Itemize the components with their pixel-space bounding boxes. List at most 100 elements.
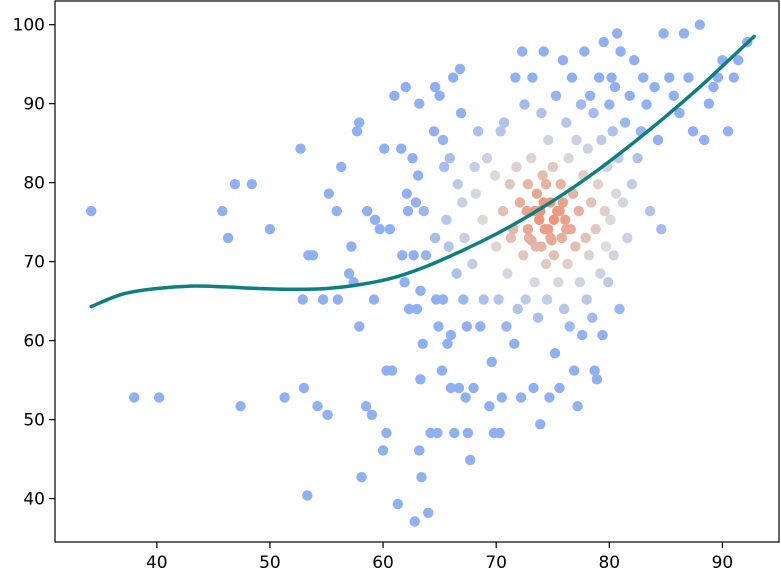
data-point [555, 179, 566, 190]
data-point [543, 134, 554, 146]
data-point [457, 197, 468, 208]
data-point [408, 250, 419, 261]
data-point [674, 107, 685, 119]
data-point [632, 153, 643, 164]
data-point [468, 382, 479, 394]
data-point [418, 205, 429, 217]
data-point [423, 507, 434, 518]
data-point [722, 126, 734, 137]
data-point [461, 321, 472, 332]
data-point [331, 205, 342, 217]
data-point [400, 81, 411, 93]
x-tick-label: 40 [146, 553, 168, 573]
data-point [514, 197, 526, 208]
data-point [522, 179, 534, 190]
data-point [354, 117, 365, 128]
data-point [584, 90, 596, 102]
data-point [547, 161, 558, 173]
x-tick-label: 50 [259, 553, 281, 573]
data-point [577, 329, 588, 341]
data-point [443, 241, 454, 252]
data-point [489, 170, 501, 181]
data-point [593, 72, 605, 83]
data-point [589, 365, 600, 376]
data-point [477, 214, 488, 225]
data-point [452, 179, 463, 190]
data-point [279, 392, 290, 403]
data-point [407, 153, 418, 164]
data-point [560, 214, 571, 225]
data-point [536, 107, 547, 119]
data-point [312, 401, 323, 412]
data-point [526, 235, 537, 246]
data-point [486, 356, 497, 368]
data-point [587, 312, 598, 323]
data-point [728, 72, 739, 83]
data-point [664, 72, 675, 83]
data-point [620, 117, 631, 128]
data-point [614, 303, 625, 315]
data-point [561, 117, 572, 128]
data-point [580, 232, 591, 244]
data-point [439, 161, 450, 173]
data-point [550, 90, 562, 102]
data-point [570, 241, 581, 252]
data-point [554, 205, 565, 217]
data-point [401, 188, 412, 199]
data-point [420, 250, 432, 261]
data-point [607, 126, 618, 137]
data-point [402, 205, 414, 217]
data-point [649, 81, 660, 93]
data-point [540, 258, 552, 270]
data-point [414, 98, 425, 109]
data-point [451, 268, 462, 279]
data-point [599, 205, 610, 217]
data-point [553, 277, 564, 288]
data-point [535, 419, 546, 430]
y-tick-label: 90 [23, 95, 45, 115]
data-point [414, 445, 425, 456]
data-point [397, 250, 408, 261]
data-point [512, 303, 523, 315]
data-point [540, 179, 552, 190]
y-tick-label: 80 [23, 174, 45, 194]
data-point [444, 153, 455, 164]
data-point [566, 72, 578, 83]
data-point [436, 365, 448, 376]
data-point [544, 392, 555, 403]
data-point [354, 321, 365, 332]
data-point [129, 392, 140, 403]
data-point [604, 99, 615, 110]
data-point [641, 99, 652, 110]
data-point [295, 143, 306, 154]
trend-line [89, 34, 756, 309]
data-point [302, 490, 313, 501]
data-point [678, 28, 690, 39]
data-point [410, 197, 422, 208]
data-point [362, 205, 373, 217]
data-point [683, 72, 694, 83]
data-point [644, 205, 656, 217]
data-point [497, 205, 509, 217]
data-point [561, 224, 572, 235]
data-point [615, 46, 626, 57]
data-point [554, 382, 565, 394]
data-point [356, 472, 367, 483]
data-point [575, 99, 587, 110]
data-point [484, 401, 495, 412]
data-point [626, 179, 638, 190]
data-point [624, 90, 635, 102]
data-point [403, 303, 415, 315]
data-point [392, 498, 403, 510]
y-tick-label: 100 [13, 16, 45, 36]
data-point [638, 72, 649, 83]
y-tick-label: 50 [23, 411, 45, 431]
data-point [360, 401, 372, 412]
data-point [437, 294, 449, 305]
data-point [462, 427, 474, 439]
data-point [448, 72, 459, 83]
data-point [612, 28, 623, 39]
data-point [656, 224, 667, 235]
data-point [694, 19, 705, 30]
data-point [368, 294, 380, 305]
